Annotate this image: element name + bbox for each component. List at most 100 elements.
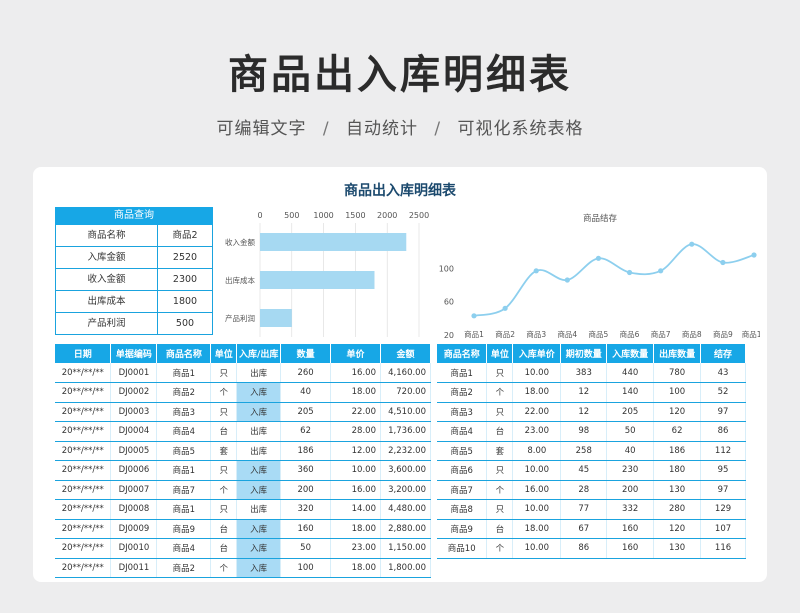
table-cell: 383 (560, 363, 608, 383)
page-title: 商品出入库明细表 (228, 52, 572, 98)
x-tick-label: 商品8 (682, 329, 702, 339)
table-row: 20**/**/** DJ0003 商品3 只入库 205 22.00 4,510.00 (55, 402, 432, 422)
table-cell: 2,232.00 (380, 441, 432, 461)
column-header[interactable]: 期初数量 (560, 344, 608, 363)
table-cell: 50 (280, 538, 332, 559)
detail-table: 日期 单据编码 商品名称 单位 入库/出库 数量 单价 金额 20**/**/** DJ0001… (55, 344, 432, 578)
column-header[interactable]: 日期 (55, 344, 112, 363)
table-cell: DJ0004 (110, 421, 158, 442)
table-cell: 商品6 (437, 460, 488, 481)
table-cell: 出库 (236, 363, 282, 383)
y-tick-label: 60 (444, 298, 454, 307)
table-cell: 18.00 (330, 382, 381, 403)
bar (260, 271, 375, 289)
table-row: 商品8 只 10.00 77 332 280 129 (437, 499, 746, 520)
table-cell: 套 (486, 441, 514, 461)
table-cell: DJ0008 (110, 499, 158, 520)
table-cell: 商品10 (437, 538, 488, 559)
column-header[interactable]: 单位 (210, 344, 238, 363)
column-header[interactable]: 商品名称 (437, 344, 488, 363)
table-cell: 商品7 (156, 480, 212, 500)
query-label: 商品名称 (55, 225, 158, 246)
column-header[interactable]: 单位 (486, 344, 514, 363)
table-cell: 入库 (236, 402, 282, 422)
table-row: 20**/**/** DJ0001 商品1 只出库 260 16.00 4,160.00 (55, 363, 432, 383)
table-cell: 入库 (236, 519, 282, 539)
query-row: 入库金额 2520 (55, 247, 213, 269)
column-header[interactable]: 单据编码 (110, 344, 158, 363)
table-cell: DJ0007 (110, 480, 158, 500)
category-label: 出库成本 (225, 275, 255, 285)
table-cell: 只 (210, 363, 238, 383)
table-cell: 18.00 (330, 558, 381, 578)
table-cell: 10.00 (512, 363, 562, 383)
column-header[interactable]: 商品名称 (156, 344, 212, 363)
subtitle-part-3: 可视化系统表格 (457, 119, 584, 139)
x-tick-label: 商品4 (557, 329, 577, 339)
table-cell: 个 (210, 558, 238, 578)
data-point (658, 268, 664, 274)
query-row: 出库成本 1800 (55, 291, 213, 313)
query-label: 产品利润 (55, 313, 158, 334)
table-cell: 商品4 (156, 538, 212, 559)
table-cell: 只 (486, 363, 514, 383)
column-header[interactable]: 入库/出库 (236, 344, 282, 363)
query-value[interactable]: 商品2 (158, 225, 213, 246)
column-header[interactable]: 数量 (280, 344, 332, 363)
table-cell: 120 (653, 519, 702, 539)
column-header[interactable]: 金额 (380, 344, 432, 363)
x-tick-label: 商品5 (589, 329, 609, 339)
table-row: 20**/**/** DJ0008 商品1 只出库 320 14.00 4,480.00 (55, 499, 432, 520)
report-card: 商品出入库明细表 商品查询 商品名称 商品2 入库金额 2520 收入金额 2300 出库成… (33, 167, 767, 582)
table-row: 20**/**/** DJ0009 商品9 台入库 160 18.00 2,880.00 (55, 519, 432, 539)
table-row: 商品4 台 23.00 98 50 62 86 (437, 421, 746, 442)
table-cell: 107 (700, 519, 746, 539)
stock-line-chart: 商品结存 20 60 100 商品1 商品2 商品3 商品4 商品5 商品6 商品7 商品8 商品9 商品… (439, 213, 760, 340)
table-cell: 100 (280, 558, 332, 578)
x-tick-label: 商品2 (495, 329, 515, 339)
card-title: 商品出入库明细表 (344, 183, 456, 199)
table-cell: 出库 (236, 499, 282, 520)
table-cell: 只 (210, 460, 238, 481)
query-row: 产品利润 500 (55, 313, 213, 335)
table-cell: 86 (560, 538, 608, 559)
table-cell: 20**/**/** (55, 402, 112, 422)
table-cell: 186 (280, 441, 332, 461)
table-cell: 4,160.00 (380, 363, 432, 383)
table-cell: 商品9 (437, 519, 488, 539)
x-tick-label: 2000 (377, 211, 397, 220)
query-value: 1800 (158, 291, 213, 312)
table-row: 商品5 套 8.00 258 40 186 112 (437, 441, 746, 461)
column-header[interactable]: 入库单价 (512, 344, 562, 363)
table-cell: 只 (486, 460, 514, 481)
column-header[interactable]: 结存 (700, 344, 746, 363)
table-cell: 20**/**/** (55, 363, 112, 383)
table-cell: 商品5 (156, 441, 212, 461)
column-header[interactable]: 入库数量 (606, 344, 655, 363)
table-cell: 12 (560, 402, 608, 422)
table-cell: 16.00 (330, 480, 381, 500)
subtitle-separator-1: / (322, 119, 330, 139)
data-point (626, 269, 633, 276)
table-cell: 86 (700, 421, 746, 442)
table-cell: 商品4 (156, 421, 212, 442)
table-cell: 商品1 (156, 363, 212, 383)
table-cell: 台 (210, 538, 238, 559)
table-cell: 个 (210, 382, 238, 403)
query-label: 入库金额 (55, 247, 158, 268)
table-cell: 10.00 (512, 538, 562, 559)
query-row: 收入金额 2300 (55, 269, 213, 291)
table-cell: 780 (653, 363, 702, 383)
column-header[interactable]: 单价 (330, 344, 381, 363)
table-row: 商品2 个 18.00 12 140 100 52 (437, 382, 746, 403)
table-cell: 台 (486, 421, 514, 442)
table-cell: 52 (700, 382, 746, 403)
table-row: 商品6 只 10.00 45 230 180 95 (437, 460, 746, 481)
table-cell: 商品1 (437, 363, 488, 383)
table-cell: 14.00 (330, 499, 381, 520)
column-header[interactable]: 出库数量 (653, 344, 702, 363)
table-cell: 台 (210, 421, 238, 442)
table-cell: 116 (700, 538, 746, 559)
table-cell: 出库 (236, 441, 282, 461)
